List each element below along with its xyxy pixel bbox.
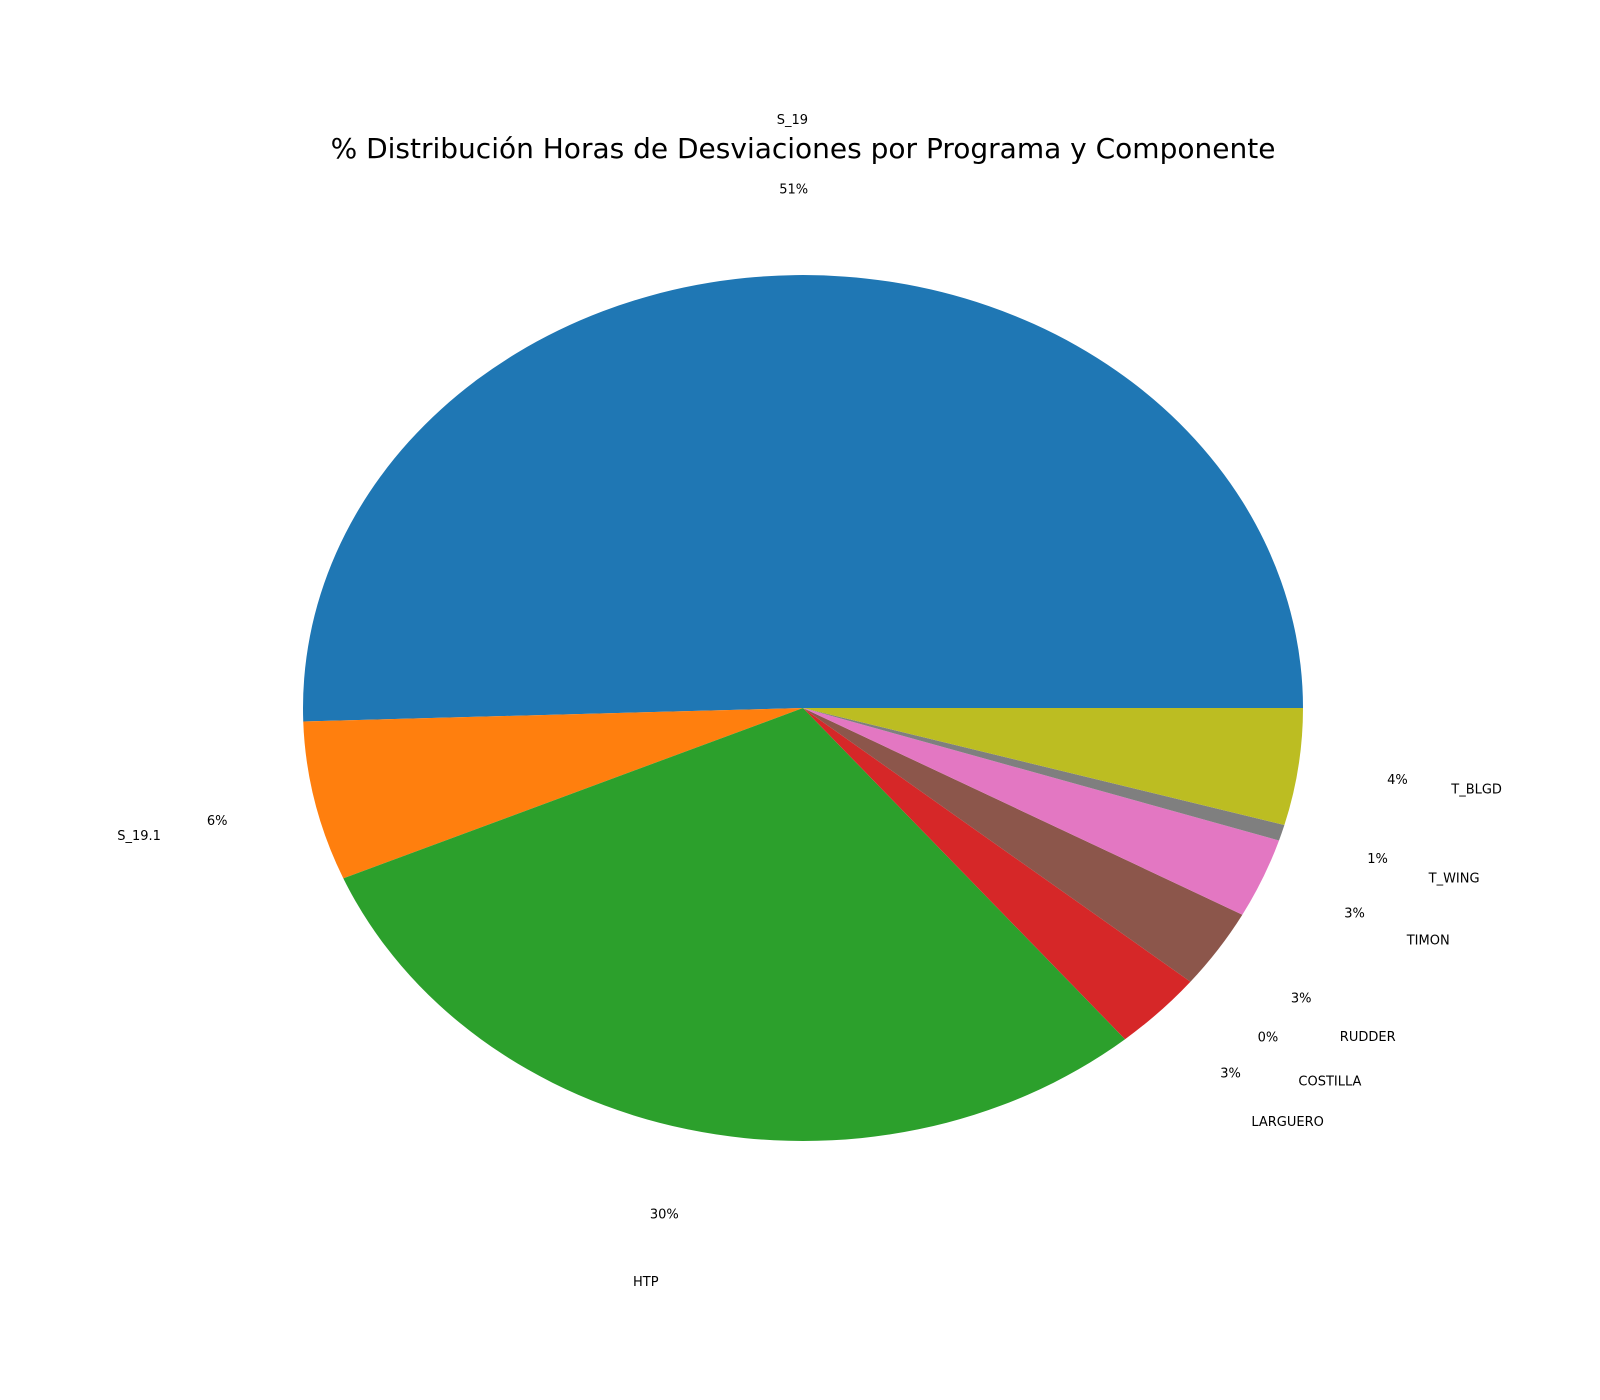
- slice-label-s-19: S_19: [777, 113, 808, 128]
- slice-label-rudder: RUDDER: [1340, 1030, 1396, 1045]
- pie-slices: [303, 275, 1303, 1142]
- pct-label-larguero: 3%: [1220, 1067, 1241, 1082]
- pct-label-htp: 30%: [650, 1208, 679, 1223]
- pie-slice-rudder: [803, 708, 1243, 982]
- pie-slice-s-19-1: [303, 708, 803, 879]
- pct-label-rudder: 3%: [1291, 992, 1312, 1007]
- pie-labels: S_19 51% S_19.1 6% HTP 30% LARGUERO 3% COSTILLA 0…: [117, 113, 1502, 1290]
- slice-label-costilla: COSTILLA: [1298, 1074, 1361, 1089]
- chart-title: % Distribución Horas de Desviaciones por…: [331, 132, 1276, 165]
- pie-slice-htp: [343, 708, 1126, 1142]
- pie-slice-s-19: [303, 275, 1303, 722]
- pie-slice-t-blgd: [803, 708, 1303, 826]
- pct-label-t-blgd: 4%: [1387, 773, 1408, 788]
- pie-slice-timon: [803, 708, 1280, 915]
- slice-label-s-19-1: S_19.1: [117, 829, 161, 844]
- slice-label-htp: HTP: [633, 1275, 659, 1290]
- pct-label-costilla: 0%: [1258, 1031, 1279, 1046]
- pct-label-s-19-1: 6%: [207, 814, 228, 829]
- pie-slice-t-wing: [803, 708, 1285, 841]
- pct-label-t-wing: 1%: [1367, 852, 1388, 867]
- pct-label-timon: 3%: [1344, 906, 1365, 921]
- slice-label-larguero: LARGUERO: [1251, 1115, 1324, 1130]
- slice-label-timon: TIMON: [1406, 934, 1450, 949]
- slice-label-t-wing: T_WING: [1428, 872, 1480, 887]
- slice-label-t-blgd: T_BLGD: [1450, 782, 1502, 797]
- pie-slice-larguero: [803, 708, 1191, 1040]
- pct-label-s-19: 51%: [779, 183, 808, 198]
